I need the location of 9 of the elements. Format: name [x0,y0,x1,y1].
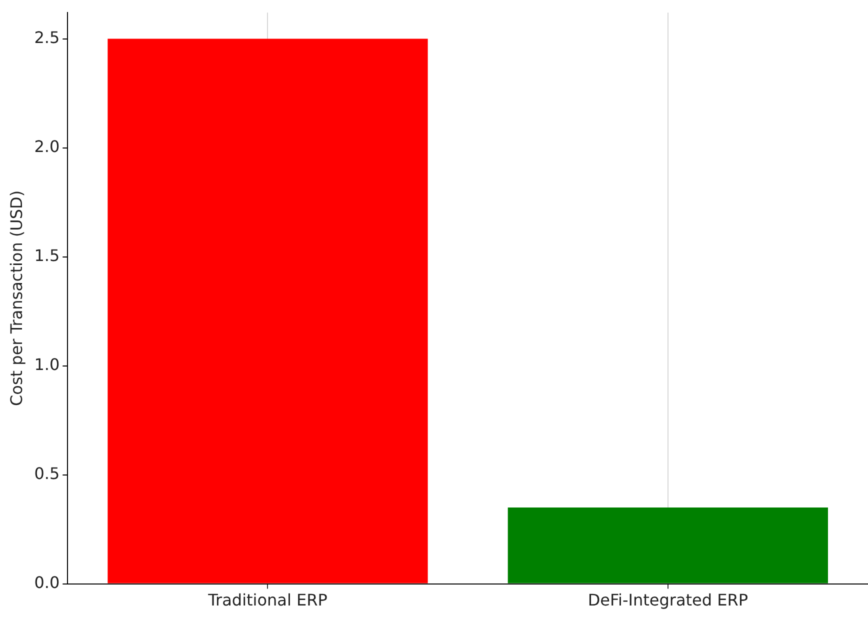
y-tick-label: 1.0 [34,354,60,374]
x-tick-label: Traditional ERP [207,590,328,610]
y-tick-label: 0.0 [34,572,60,592]
y-tick-label: 0.5 [34,464,60,483]
y-tick-label: 1.5 [34,246,60,265]
y-tick-label: 2.0 [34,136,60,156]
x-tick-label: DeFi-Integrated ERP [588,590,748,610]
y-axis-title: Cost per Transaction (USD) [6,190,26,406]
y-tick-label: 2.5 [34,28,60,47]
